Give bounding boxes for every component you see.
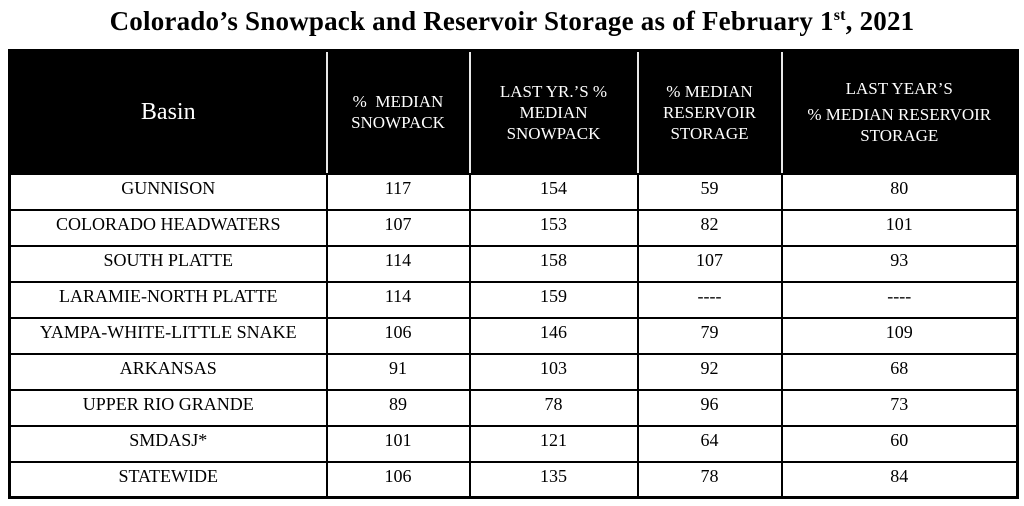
last-yr-reservoir-cell: 101: [780, 208, 1019, 247]
table-header-row: Basin % MEDIAN SNOWPACK LAST YR.’S % MED…: [9, 50, 1018, 175]
reservoir-cell: 79: [636, 316, 783, 355]
snowpack-cell: 114: [325, 244, 471, 283]
column-header-basin: Basin: [9, 50, 327, 175]
reservoir-cell: 96: [636, 388, 783, 427]
column-header-last-yr-median-reservoir-storage: LAST YEAR’S % MEDIAN RESERVOIR STORAGE: [780, 50, 1018, 175]
snowpack-reservoir-table: Basin % MEDIAN SNOWPACK LAST YR.’S % MED…: [8, 49, 1019, 499]
table-row-laramie-north-platte: LARAMIE-NORTH PLATTE 114 159 ---- ----: [8, 280, 1019, 319]
last-yr-snowpack-cell: 159: [468, 280, 639, 319]
reservoir-cell: 107: [636, 244, 783, 283]
reservoir-cell: 92: [636, 352, 783, 391]
column-header-last-years-label: LAST YEAR’S: [845, 79, 953, 99]
basin-cell: LARAMIE-NORTH PLATTE: [8, 280, 328, 319]
table-row-statewide: STATEWIDE 106 135 78 84: [8, 460, 1019, 499]
column-header-median-reservoir-storage: % MEDIAN RESERVOIR STORAGE: [636, 50, 782, 175]
table-row-upper-rio-grande: UPPER RIO GRANDE 89 78 96 73: [8, 388, 1019, 427]
last-yr-snowpack-cell: 121: [468, 424, 639, 463]
page-title-superscript: st: [833, 7, 846, 24]
last-yr-reservoir-cell: 73: [780, 388, 1019, 427]
snowpack-cell: 107: [325, 208, 471, 247]
snowpack-cell: 106: [325, 316, 471, 355]
last-yr-reservoir-cell: 60: [780, 424, 1019, 463]
snowpack-cell: 89: [325, 388, 471, 427]
table-body: GUNNISON 117 154 59 80 COLORADO HEADWATE…: [8, 172, 1019, 499]
page: { "title": { "prefix": "Colorado\u2019s …: [0, 4, 1024, 506]
snowpack-cell: 106: [325, 460, 471, 499]
table-row-gunnison: GUNNISON 117 154 59 80: [8, 172, 1019, 211]
last-yr-reservoir-cell: 93: [780, 244, 1019, 283]
snowpack-cell: 114: [325, 280, 471, 319]
last-yr-snowpack-cell: 158: [468, 244, 639, 283]
last-yr-reservoir-cell: 80: [780, 172, 1019, 211]
page-title-text: Colorado’s Snowpack and Reservoir Storag…: [109, 6, 834, 36]
basin-cell: ARKANSAS: [8, 352, 328, 391]
reservoir-cell: 82: [636, 208, 783, 247]
snowpack-cell: 117: [325, 172, 471, 211]
table-row-yampa-white-little-snake: YAMPA-WHITE-LITTLE SNAKE 106 146 79 109: [8, 316, 1019, 355]
last-yr-snowpack-cell: 154: [468, 172, 639, 211]
last-yr-reservoir-cell: ----: [780, 280, 1019, 319]
snowpack-cell: 101: [325, 424, 471, 463]
basin-cell: YAMPA-WHITE-LITTLE SNAKE: [8, 316, 328, 355]
page-title-suffix: , 2021: [845, 6, 915, 36]
column-header-last-yr-median-snowpack: LAST YR.’S % MEDIAN SNOWPACK: [468, 50, 638, 175]
basin-cell: SMDASJ*: [8, 424, 328, 463]
last-yr-reservoir-cell: 68: [780, 352, 1019, 391]
last-yr-reservoir-cell: 109: [780, 316, 1019, 355]
last-yr-reservoir-cell: 84: [780, 460, 1019, 499]
last-yr-snowpack-cell: 103: [468, 352, 639, 391]
last-yr-snowpack-cell: 153: [468, 208, 639, 247]
table-header: Basin % MEDIAN SNOWPACK LAST YR.’S % MED…: [9, 50, 1018, 175]
page-title: Colorado’s Snowpack and Reservoir Storag…: [0, 4, 1024, 38]
last-yr-snowpack-cell: 146: [468, 316, 639, 355]
reservoir-cell: 64: [636, 424, 783, 463]
snowpack-cell: 91: [325, 352, 471, 391]
table-row-colorado-headwaters: COLORADO HEADWATERS 107 153 82 101: [8, 208, 1019, 247]
table-row-smdasj: SMDASJ* 101 121 64 60: [8, 424, 1019, 463]
basin-cell: SOUTH PLATTE: [8, 244, 328, 283]
last-yr-snowpack-cell: 135: [468, 460, 639, 499]
reservoir-cell: ----: [636, 280, 783, 319]
column-header-median-snowpack: % MEDIAN SNOWPACK: [325, 50, 470, 175]
basin-cell: STATEWIDE: [8, 460, 328, 499]
basin-cell: UPPER RIO GRANDE: [8, 388, 328, 427]
reservoir-cell: 59: [636, 172, 783, 211]
last-yr-snowpack-cell: 78: [468, 388, 639, 427]
column-header-median-reservoir-label: % MEDIAN RESERVOIR STORAGE: [807, 105, 992, 146]
table-row-arkansas: ARKANSAS 91 103 92 68: [8, 352, 1019, 391]
reservoir-cell: 78: [636, 460, 783, 499]
basin-cell: GUNNISON: [8, 172, 328, 211]
basin-cell: COLORADO HEADWATERS: [8, 208, 328, 247]
table-row-south-platte: SOUTH PLATTE 114 158 107 93: [8, 244, 1019, 283]
